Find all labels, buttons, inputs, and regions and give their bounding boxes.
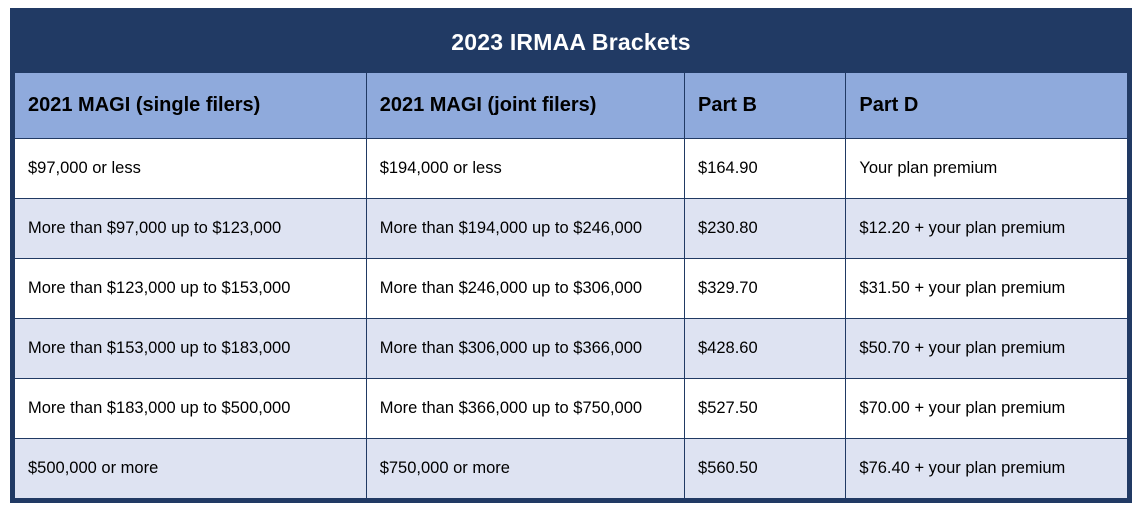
table-row: More than $97,000 up to $123,000 More th… xyxy=(14,198,1128,259)
cell-part-d: Your plan premium xyxy=(845,138,1128,199)
cell-part-b: $527.50 xyxy=(684,378,847,439)
cell-magi-joint: $750,000 or more xyxy=(365,438,686,499)
cell-magi-single: $97,000 or less xyxy=(14,138,367,199)
cell-part-b: $329.70 xyxy=(684,258,847,319)
column-header-part-d: Part D xyxy=(845,72,1128,139)
cell-magi-joint: More than $366,000 up to $750,000 xyxy=(365,378,686,439)
irmaa-brackets-table-container: 2023 IRMAA Brackets 2021 MAGI (single fi… xyxy=(10,8,1132,503)
irmaa-brackets-table: 2021 MAGI (single filers) 2021 MAGI (joi… xyxy=(14,72,1128,499)
table-row: More than $183,000 up to $500,000 More t… xyxy=(14,378,1128,439)
column-header-magi-joint: 2021 MAGI (joint filers) xyxy=(365,72,686,139)
table-row: $97,000 or less $194,000 or less $164.90… xyxy=(14,138,1128,199)
cell-part-d: $70.00 + your plan premium xyxy=(845,378,1128,439)
cell-part-b: $428.60 xyxy=(684,318,847,379)
table-row: $500,000 or more $750,000 or more $560.5… xyxy=(14,438,1128,499)
cell-magi-single: More than $153,000 up to $183,000 xyxy=(14,318,367,379)
cell-magi-single: More than $123,000 up to $153,000 xyxy=(14,258,367,319)
cell-magi-single: More than $97,000 up to $123,000 xyxy=(14,198,367,259)
cell-magi-single: More than $183,000 up to $500,000 xyxy=(14,378,367,439)
cell-part-b: $560.50 xyxy=(684,438,847,499)
cell-part-b: $164.90 xyxy=(684,138,847,199)
cell-magi-joint: More than $194,000 up to $246,000 xyxy=(365,198,686,259)
cell-part-d: $12.20 + your plan premium xyxy=(845,198,1128,259)
column-header-magi-single: 2021 MAGI (single filers) xyxy=(14,72,367,139)
header-row: 2021 MAGI (single filers) 2021 MAGI (joi… xyxy=(14,72,1128,139)
cell-magi-joint: More than $246,000 up to $306,000 xyxy=(365,258,686,319)
cell-part-d: $31.50 + your plan premium xyxy=(845,258,1128,319)
table-row: More than $153,000 up to $183,000 More t… xyxy=(14,318,1128,379)
column-header-part-b: Part B xyxy=(684,72,847,139)
cell-magi-joint: $194,000 or less xyxy=(365,138,686,199)
cell-magi-single: $500,000 or more xyxy=(14,438,367,499)
table-row: More than $123,000 up to $153,000 More t… xyxy=(14,258,1128,319)
cell-part-b: $230.80 xyxy=(684,198,847,259)
table-title: 2023 IRMAA Brackets xyxy=(14,12,1128,72)
cell-magi-joint: More than $306,000 up to $366,000 xyxy=(365,318,686,379)
cell-part-d: $50.70 + your plan premium xyxy=(845,318,1128,379)
cell-part-d: $76.40 + your plan premium xyxy=(845,438,1128,499)
